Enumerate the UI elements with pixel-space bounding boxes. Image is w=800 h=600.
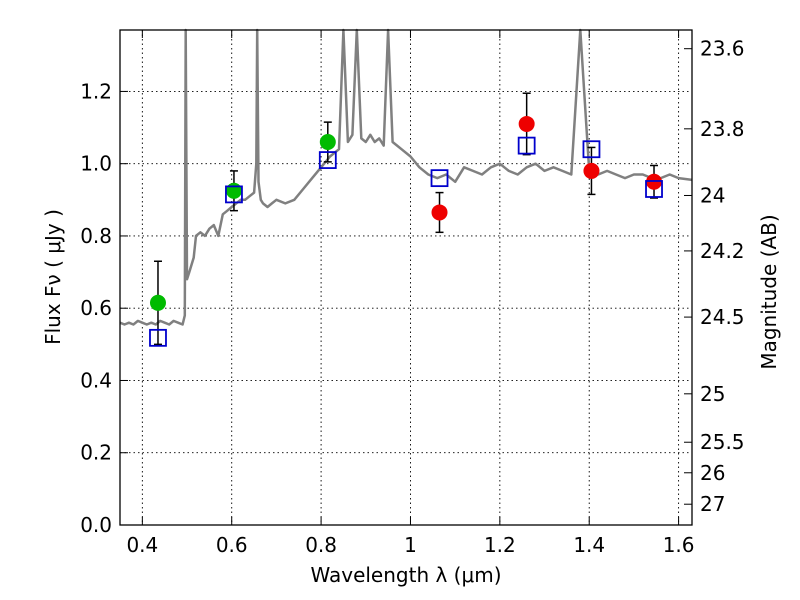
x-tick-label: 0.8 xyxy=(305,533,337,557)
y-tick-label: 0.0 xyxy=(80,513,112,537)
y-axis-title: Flux Fν ( μJy ) xyxy=(41,209,65,345)
axis-ticks: 0.4 0.6 0.8 1 1.2 1.4 1.6 0.0 0.2 0.4 0.6 0.8 1.0 1.2… xyxy=(80,30,745,557)
observed-point-red xyxy=(431,204,448,221)
data-points xyxy=(149,115,663,347)
observed-point-green xyxy=(225,182,242,199)
error-bars xyxy=(153,92,659,346)
observed-point-red xyxy=(583,162,600,179)
x-tick-label: 1.4 xyxy=(573,533,605,557)
model-spectrum-layer xyxy=(119,28,693,326)
model-photometry-square xyxy=(318,151,337,169)
x-axis-title: Wavelength λ (μm) xyxy=(310,563,501,587)
magnitude-axis-title: Magnitude (AB) xyxy=(757,214,781,369)
model-photometry-square xyxy=(582,140,601,159)
magnitude-tick-label: 27 xyxy=(700,492,725,516)
y-tick-label: 0.6 xyxy=(80,296,112,320)
x-tick-label: 0.4 xyxy=(126,533,158,557)
y-tick-label: 0.8 xyxy=(80,224,112,248)
grid-lines xyxy=(120,30,692,526)
x-tick-label: 0.6 xyxy=(216,533,248,557)
x-tick-label: 1 xyxy=(404,533,417,557)
plot-frame xyxy=(119,29,693,526)
model-photometry-square xyxy=(430,169,449,188)
y-tick-label: 1.2 xyxy=(80,79,112,103)
model-photometry-square xyxy=(645,180,663,198)
y-tick-label: 0.4 xyxy=(80,368,112,392)
observed-point-red xyxy=(518,115,535,132)
magnitude-tick-label: 24.5 xyxy=(700,305,745,329)
observed-point-green xyxy=(149,294,166,311)
model-photometry-square xyxy=(225,185,243,204)
magnitude-tick-label: 25.5 xyxy=(700,430,745,454)
x-tick-label: 1.2 xyxy=(484,533,516,557)
magnitude-tick-label: 26 xyxy=(700,461,725,485)
model-spectrum-line xyxy=(119,28,693,326)
model-photometry-square xyxy=(517,136,536,155)
magnitude-tick-label: 24.2 xyxy=(700,239,745,263)
magnitude-tick-label: 23.6 xyxy=(700,37,745,61)
model-photometry-square xyxy=(149,328,167,347)
x-tick-label: 1.6 xyxy=(663,533,695,557)
y-tick-label: 1.0 xyxy=(80,152,112,176)
observed-point-green xyxy=(319,134,336,151)
magnitude-tick-label: 23.8 xyxy=(700,117,745,141)
magnitude-tick-label: 25 xyxy=(700,382,725,406)
y-tick-label: 0.2 xyxy=(80,441,112,465)
magnitude-tick-label: 24 xyxy=(700,183,725,207)
